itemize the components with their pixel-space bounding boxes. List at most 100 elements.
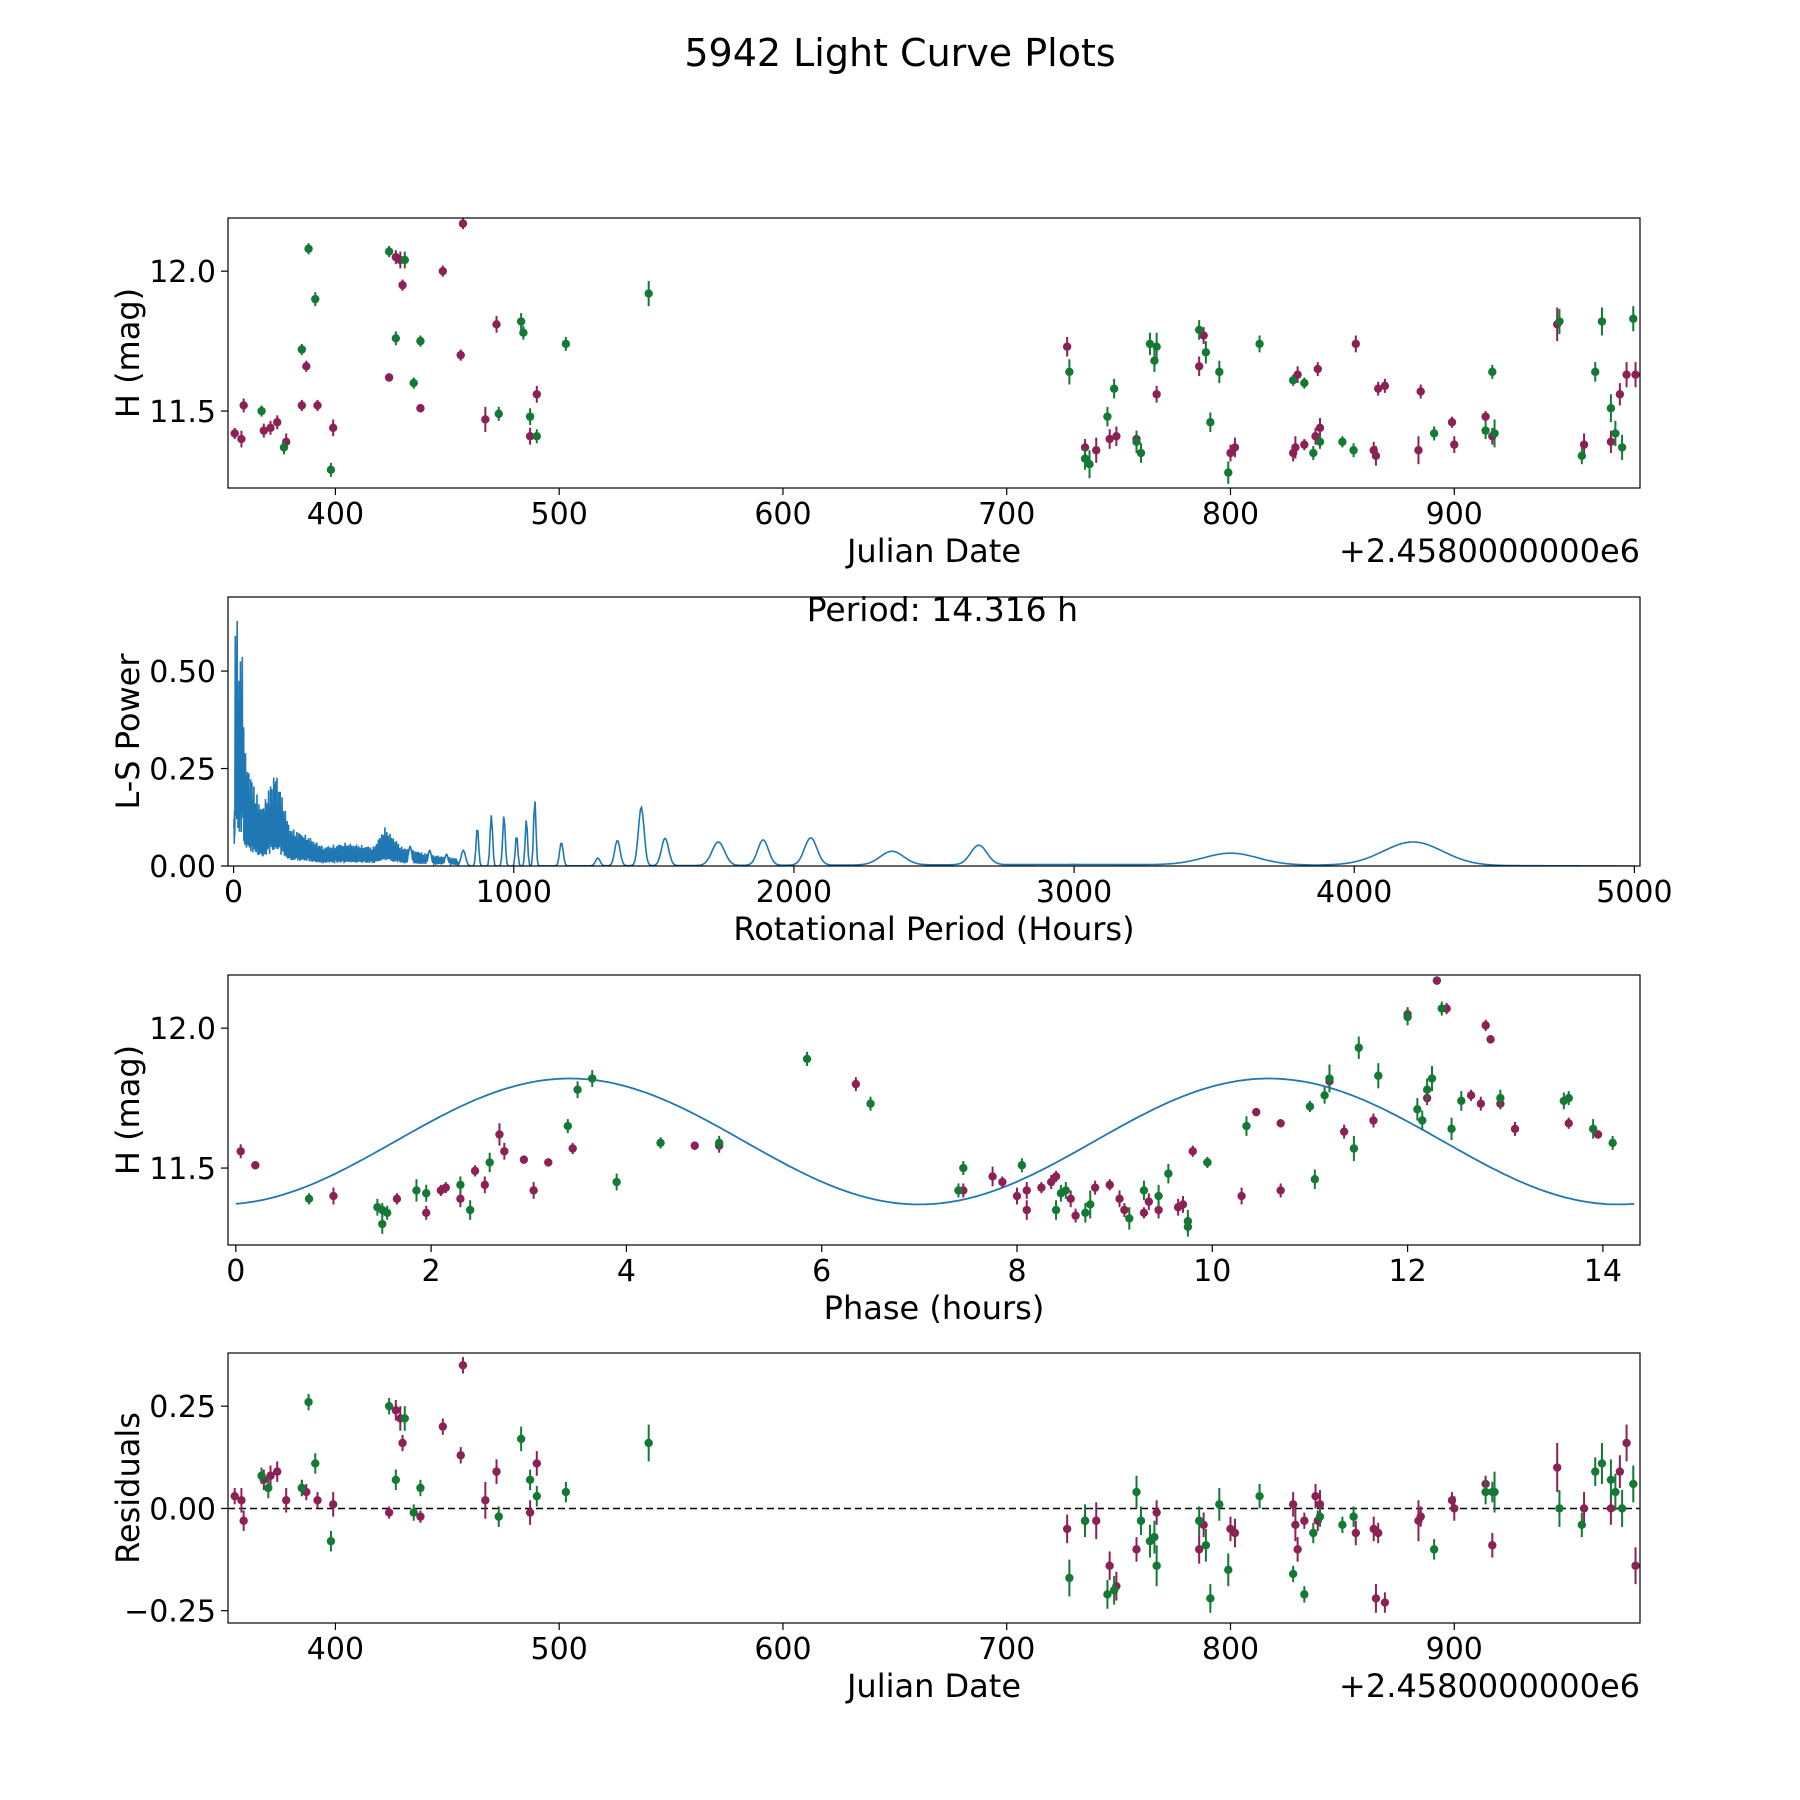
purple-data-point (1300, 1516, 1309, 1525)
green-data-point (1194, 1516, 1204, 1525)
phase-x-tick-label: 4 (617, 1254, 636, 1289)
green-data-point (1309, 448, 1318, 458)
green-data-point (1215, 1500, 1224, 1509)
green-data-point (1150, 1532, 1159, 1542)
green-data-point (1338, 437, 1347, 447)
purple-data-point (1373, 1528, 1383, 1538)
purple-data-point (1090, 1183, 1100, 1192)
green-data-point (1183, 1217, 1193, 1226)
green-data-point (1065, 1573, 1074, 1583)
green-data-point (1606, 404, 1616, 413)
green-data-point (516, 317, 526, 326)
purple-data-point (1062, 1524, 1072, 1534)
periodogram-x-tick-label: 3000 (1036, 875, 1112, 910)
purple-data-point (239, 1516, 248, 1525)
purple-data-point (1230, 1528, 1240, 1538)
green-data-point (485, 1158, 494, 1167)
lightcurve-panel: 400 500 600 700 800 900 11.5 12.0 Julian Date H… (109, 217, 1641, 570)
lightcurve-x-tick-label: 800 (1202, 497, 1259, 532)
purple-data-point (1606, 437, 1616, 447)
purple-data-point (532, 390, 542, 399)
model-fit-curve (235, 1077, 1635, 1206)
green-data-point (519, 328, 528, 337)
purple-data-point (525, 432, 535, 441)
green-data-point (1132, 1487, 1141, 1497)
green-data-point (1206, 1594, 1215, 1603)
purple-data-point (1488, 1541, 1497, 1550)
periodogram-x-tick-label: 5000 (1596, 875, 1672, 910)
green-data-point (1255, 1491, 1264, 1501)
green-data-point (311, 1459, 320, 1468)
purple-data-point (456, 350, 465, 360)
purple-data-point (313, 1496, 322, 1505)
green-data-point (1215, 367, 1224, 377)
green-data-point (1061, 1186, 1071, 1195)
purple-data-point (1139, 1208, 1149, 1218)
purple-data-point (237, 1496, 246, 1505)
purple-data-point (1115, 1194, 1124, 1204)
green-data-point (1429, 429, 1439, 438)
green-data-point (378, 1219, 387, 1229)
purple-data-point (1293, 370, 1302, 379)
purple-data-point (1510, 1124, 1520, 1134)
green-data-point (516, 1434, 526, 1444)
purple-data-point (1380, 381, 1390, 391)
phase-x-tick-label: 10 (1193, 1254, 1231, 1289)
green-data-point (1224, 1565, 1233, 1575)
purple-data-point (1315, 423, 1325, 433)
purple-data-point (1481, 1021, 1490, 1030)
residuals-y-tick-label: 0.25 (149, 1390, 216, 1425)
purple-data-point (1450, 440, 1459, 449)
phase-x-tick-label: 14 (1584, 1254, 1622, 1289)
green-data-point (1597, 1459, 1607, 1468)
purple-data-point (1447, 418, 1457, 427)
purple-data-point (1154, 1205, 1163, 1215)
green-data-point (297, 345, 307, 354)
green-data-point (525, 412, 535, 421)
purple-data-point (1194, 362, 1204, 371)
residuals-x-tick-label: 500 (531, 1632, 588, 1667)
phase-x-tick-label: 8 (1007, 1254, 1026, 1289)
green-data-point (1109, 1586, 1119, 1595)
green-data-point (422, 1189, 431, 1198)
purple-data-point (1351, 1528, 1361, 1538)
phase-x-tick-label: 12 (1389, 1254, 1427, 1289)
green-data-point (1349, 1144, 1359, 1153)
green-data-point (612, 1177, 621, 1187)
green-data-point (1588, 1124, 1598, 1134)
green-data-point (1139, 1186, 1149, 1195)
green-data-point (866, 1099, 875, 1108)
green-data-point (326, 465, 336, 475)
green-data-point (1617, 1504, 1627, 1513)
green-data-point (1315, 437, 1325, 447)
green-data-point (384, 247, 394, 256)
phase-axes-frame (227, 974, 1641, 1246)
green-data-point (1288, 376, 1298, 385)
purple-data-point (1252, 1107, 1261, 1117)
periodogram-x-tick-label: 1000 (476, 875, 552, 910)
period-annotation: Period: 14.316 h (807, 590, 1078, 629)
purple-data-point (495, 1130, 504, 1139)
residuals-y-tick-label: 0.00 (149, 1492, 216, 1527)
green-data-point (311, 294, 320, 304)
purple-data-point (1373, 384, 1383, 393)
purple-data-point (1199, 331, 1208, 340)
green-data-point (588, 1074, 597, 1083)
green-data-point (264, 1483, 273, 1493)
green-data-point (1427, 1074, 1437, 1083)
green-data-point (1103, 412, 1112, 421)
purple-data-point (470, 1166, 480, 1176)
green-data-point (563, 1121, 573, 1131)
green-data-point (1611, 429, 1620, 438)
purple-data-point (281, 1496, 291, 1505)
green-data-point (382, 1208, 392, 1218)
purple-data-point (1339, 1127, 1349, 1136)
green-data-point (532, 1491, 542, 1501)
residuals-y-tick-label: −0.25 (124, 1595, 216, 1630)
purple-data-point (1120, 1205, 1129, 1215)
green-data-point (1125, 1214, 1134, 1223)
figure-title: 5942 Light Curve Plots (684, 31, 1115, 75)
periodogram-x-axis-label: Rotational Period (Hours) (733, 910, 1134, 948)
purple-data-point (480, 1180, 490, 1190)
green-data-point (573, 1085, 582, 1094)
